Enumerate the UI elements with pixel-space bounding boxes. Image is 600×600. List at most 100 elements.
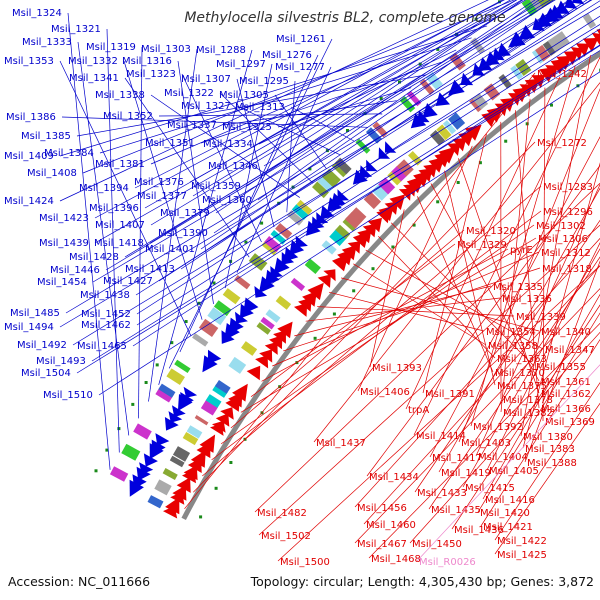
gene-label-left: Msil_1465 — [77, 341, 127, 352]
forward-gene-arrow — [255, 355, 269, 369]
gc-skew-dot — [212, 281, 216, 285]
gene-label-left: Msil_1334 — [203, 139, 253, 150]
gc-skew-dot — [170, 341, 174, 345]
gene-label-left: Msil_1324 — [12, 8, 62, 19]
gene-label-left: Msil_1504 — [21, 368, 71, 379]
reverse-gene-arrow — [129, 479, 144, 497]
label-leader-line — [416, 364, 600, 562]
cog-color-block — [200, 399, 218, 416]
label-leader-line — [123, 60, 203, 320]
gc-skew-dot — [398, 80, 401, 84]
gc-skew-dot — [184, 320, 188, 323]
cog-color-block — [241, 341, 258, 356]
reverse-gene-arrow — [172, 405, 186, 418]
cog-color-block — [483, 83, 501, 101]
cog-color-block — [472, 93, 489, 110]
gene-label-right: Msil_1393 — [372, 363, 422, 374]
gc-skew-dot — [504, 139, 508, 143]
label-leader-line — [136, 28, 600, 326]
cog-color-block — [207, 307, 227, 326]
forward-gene-arrow — [199, 434, 216, 453]
cog-color-block — [192, 333, 209, 347]
forward-gene-arrow — [307, 282, 324, 301]
label-leader-line — [438, 187, 600, 473]
cog-color-block — [469, 97, 483, 113]
label-leader-line — [258, 224, 600, 536]
cog-color-block — [449, 52, 466, 71]
reverse-gene-arrow — [151, 439, 166, 455]
cog-color-block — [582, 13, 597, 29]
gene-label-right: Msil_1272 — [537, 138, 587, 149]
reverse-gene-arrow — [155, 433, 170, 446]
label-leader-line — [477, 312, 600, 513]
gene-label-left: Msil_1352 — [103, 111, 153, 122]
label-leader-line — [250, 243, 456, 397]
gene-label-left: Msil_1396 — [89, 203, 139, 214]
label-leader-line — [444, 170, 496, 386]
forward-gene-arrow — [378, 205, 394, 222]
reverse-gene-arrow — [555, 0, 570, 14]
label-leader-line — [368, 322, 600, 559]
label-leader-line — [413, 56, 600, 436]
gene-label-left: Msil_1338 — [95, 90, 145, 101]
gene-label-left: Msil_1428 — [69, 252, 119, 263]
gene-label-left: Msil_1316 — [122, 56, 172, 67]
forward-gene-arrow — [591, 32, 600, 46]
forward-gene-arrow — [563, 51, 579, 65]
gc-skew-dot — [94, 469, 98, 473]
cog-color-block — [321, 168, 341, 188]
label-leader-line — [76, 50, 600, 374]
label-leader-line — [72, 24, 600, 346]
gene-label-right: Msil_1437 — [316, 438, 366, 449]
cog-color-block — [355, 138, 371, 154]
label-leader-line — [224, 63, 273, 289]
cog-color-block — [448, 112, 466, 130]
forward-gene-arrow — [277, 321, 293, 339]
gene-label-right: Msil_1403 — [461, 438, 511, 449]
gc-skew-dot — [131, 402, 135, 406]
gene-label-left: Msil_1439 — [39, 238, 89, 249]
gene-label-right: Msil_1335 — [493, 282, 543, 293]
label-leader-line — [67, 12, 111, 470]
cog-color-block — [291, 204, 309, 221]
gene-label-left: Msil_1446 — [50, 265, 100, 276]
cog-color-block — [205, 394, 222, 408]
cog-color-block — [371, 183, 390, 201]
cog-color-block — [363, 191, 382, 210]
forward-gene-arrow — [246, 365, 261, 381]
label-leader-line — [192, 0, 518, 197]
label-leader-line — [200, 0, 570, 250]
gene-label-right: Msil_1312 — [541, 248, 591, 259]
gene-label-left: Msil_1327 — [181, 101, 231, 112]
gene-label-left: Msil_1261 — [276, 34, 326, 45]
gene-label-right: Msil_1378 — [503, 395, 553, 406]
label-leader-line — [136, 15, 600, 315]
cog-color-block — [498, 74, 512, 89]
gene-label-left: Msil_1307 — [181, 74, 231, 85]
gc-skew-dot — [144, 381, 148, 384]
forward-gene-arrow — [215, 413, 230, 427]
cog-color-block — [365, 127, 383, 144]
gene-label-left: Msil_1319 — [86, 42, 136, 53]
map-title: Methylocella silvestris BL2, complete ge… — [184, 10, 506, 26]
label-leader-line — [150, 0, 527, 226]
label-leader-line — [494, 402, 600, 555]
forward-gene-arrow — [583, 37, 599, 52]
cog-color-block — [275, 295, 292, 310]
forward-gene-arrow — [362, 223, 377, 238]
gene-label-right: Msil_1355 — [536, 362, 586, 373]
forward-gene-arrow — [556, 55, 572, 70]
cog-color-block — [308, 185, 326, 203]
label-leader-line — [213, 0, 554, 234]
cog-color-block — [162, 468, 178, 480]
label-leader-line — [365, 249, 544, 350]
cog-color-block — [378, 177, 396, 195]
cog-color-block — [350, 207, 367, 223]
gene-label-right: Msil_1336 — [502, 294, 552, 305]
reverse-gene-arrow — [477, 57, 493, 71]
cog-color-block — [419, 79, 435, 95]
label-leader-line — [522, 162, 600, 449]
label-leader-line — [158, 49, 253, 385]
forward-gene-arrow — [464, 124, 482, 141]
label-leader-line — [542, 87, 546, 422]
